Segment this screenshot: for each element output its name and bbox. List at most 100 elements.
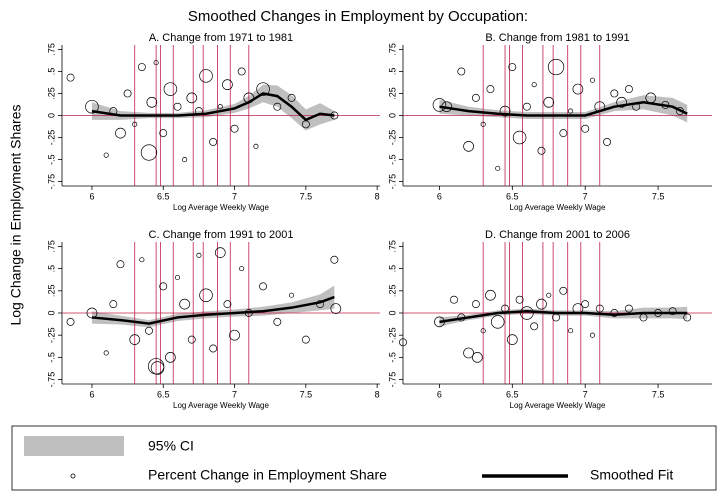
- data-point: [624, 85, 633, 94]
- panel-title: D. Change from 2001 to 2006: [485, 229, 630, 241]
- ci-band: [91, 285, 335, 328]
- data-point: [499, 105, 511, 117]
- y-tick-label: -.25: [387, 327, 397, 343]
- data-point: [230, 124, 239, 133]
- x-tick-label: 8: [375, 389, 380, 399]
- data-point: [595, 304, 604, 313]
- data-point: [495, 165, 501, 171]
- data-point: [116, 260, 125, 269]
- x-tick-label: 6.5: [506, 389, 519, 399]
- data-point: [508, 63, 517, 71]
- data-point: [531, 82, 537, 88]
- x-tick-label: 7: [232, 191, 237, 201]
- y-tick-label: 0: [387, 310, 397, 315]
- data-point: [490, 315, 505, 329]
- legend-label: Percent Change in Employment Share: [148, 467, 387, 483]
- smoothed-fit: [439, 101, 688, 117]
- y-tick-label: -.5: [46, 154, 56, 165]
- data-point: [463, 347, 474, 359]
- x-tick-label: 7.5: [652, 191, 665, 201]
- data-point: [471, 93, 480, 102]
- data-point: [512, 130, 527, 145]
- data-point: [572, 83, 584, 95]
- data-point: [432, 98, 447, 112]
- data-point: [330, 255, 339, 264]
- data-point: [109, 300, 118, 309]
- data-point: [399, 338, 407, 347]
- data-point: [222, 79, 233, 91]
- data-point: [589, 77, 596, 83]
- data-point: [471, 352, 483, 363]
- ci-band: [439, 95, 688, 123]
- data-point: [471, 300, 480, 309]
- data-point: [214, 247, 226, 258]
- data-point: [186, 92, 198, 104]
- smoothed-fit: [91, 92, 335, 122]
- panel-title: B. Change from 1981 to 1991: [485, 32, 629, 44]
- x-tick-label: 7: [583, 389, 588, 399]
- data-point: [129, 334, 141, 345]
- data-point: [103, 350, 109, 356]
- data-point: [103, 152, 109, 158]
- legend-label: 95% CI: [148, 438, 194, 454]
- x-tick-label: 7.5: [300, 389, 313, 399]
- data-point: [301, 335, 310, 344]
- data-point: [239, 266, 245, 272]
- data-point: [506, 334, 518, 345]
- data-point: [165, 352, 176, 363]
- y-tick-label: .75: [387, 240, 397, 253]
- data-point: [581, 124, 590, 133]
- data-point: [559, 286, 568, 295]
- x-axis-label: Log Average Weekly Wage: [510, 401, 606, 410]
- y-tick-label: -.75: [387, 174, 397, 190]
- data-point: [145, 326, 153, 335]
- x-tick-label: 6.5: [157, 191, 170, 201]
- data-point: [174, 274, 181, 281]
- data-point: [515, 295, 524, 304]
- x-tick-label: 6: [437, 191, 442, 201]
- y-tick-label: .75: [46, 240, 56, 253]
- x-tick-label: 6: [89, 389, 94, 399]
- data-point: [140, 144, 158, 161]
- y-tick-label: -.25: [46, 130, 56, 146]
- data-point: [543, 96, 555, 108]
- data-point: [137, 63, 146, 71]
- data-point: [559, 129, 568, 138]
- data-point: [668, 307, 677, 316]
- data-point: [486, 85, 495, 94]
- y-tick-label: 0: [46, 310, 56, 315]
- data-point: [237, 67, 246, 76]
- x-tick-label: 6.5: [157, 389, 170, 399]
- x-tick-label: 7: [232, 389, 237, 399]
- legend-label: Smoothed Fit: [590, 467, 673, 483]
- y-tick-label: -.75: [46, 174, 56, 190]
- data-point: [163, 82, 178, 96]
- x-tick-label: 7.5: [300, 191, 313, 201]
- y-axis-label: Log Change in Employment Shares: [8, 104, 24, 325]
- y-tick-label: .5: [387, 68, 397, 76]
- y-tick-label: .5: [387, 265, 397, 273]
- y-tick-label: -.5: [387, 352, 397, 363]
- x-axis-label: Log Average Weekly Wage: [173, 401, 269, 410]
- data-point: [610, 89, 619, 98]
- smoothed-fit: [91, 295, 335, 325]
- data-point: [616, 96, 627, 108]
- data-point: [450, 295, 458, 304]
- y-tick-label: -.75: [46, 372, 56, 388]
- data-point: [153, 60, 159, 66]
- data-point: [139, 257, 145, 263]
- data-point: [179, 298, 190, 310]
- data-point: [253, 143, 259, 149]
- y-tick-label: -.75: [387, 372, 397, 388]
- y-tick-label: .25: [46, 285, 56, 298]
- ci-band: [91, 84, 335, 131]
- data-point: [199, 69, 213, 83]
- data-point: [123, 89, 132, 98]
- data-point: [589, 332, 596, 338]
- y-tick-label: -.25: [387, 130, 397, 146]
- legend-ci-swatch: [24, 436, 124, 456]
- data-point: [199, 288, 213, 303]
- y-tick-label: .25: [387, 285, 397, 298]
- y-tick-label: .25: [387, 87, 397, 100]
- smoothed-fit: [439, 309, 688, 324]
